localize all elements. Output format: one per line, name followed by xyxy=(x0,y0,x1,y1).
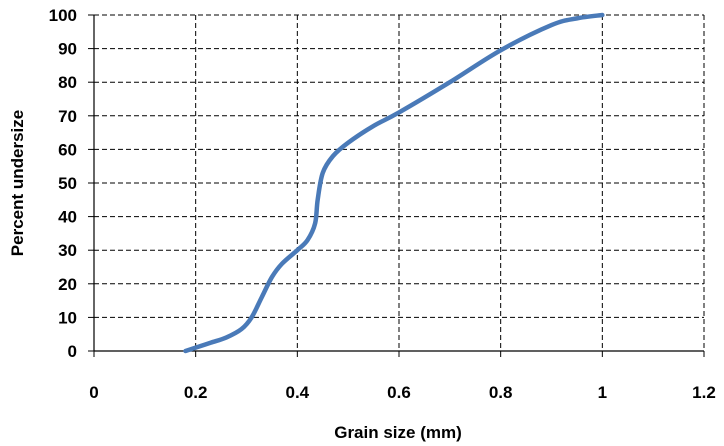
y-tick-label: 60 xyxy=(58,140,77,159)
y-tick-label: 80 xyxy=(58,73,77,92)
y-tick-label: 40 xyxy=(58,208,77,227)
axes xyxy=(88,14,705,357)
x-tick-label: 0.4 xyxy=(286,383,310,402)
y-tick-label: 50 xyxy=(58,174,77,193)
y-tick-label: 20 xyxy=(58,275,77,294)
y-axis-title: Percent undersize xyxy=(8,110,27,256)
y-tick-label: 0 xyxy=(68,342,77,361)
y-tick-label: 10 xyxy=(58,308,77,327)
x-tick-label: 0.6 xyxy=(387,383,411,402)
x-axis-title: Grain size (mm) xyxy=(334,423,462,442)
series-line xyxy=(183,12,605,354)
y-tick-labels: 0 10 20 30 40 50 60 70 80 90 100 xyxy=(49,6,77,361)
x-tick-label: 0.8 xyxy=(489,383,513,402)
x-tick-label: 0.2 xyxy=(184,383,208,402)
y-tick-label: 100 xyxy=(49,6,77,25)
series xyxy=(183,12,605,354)
x-tick-label: 0 xyxy=(89,383,98,402)
x-tick-label: 1 xyxy=(598,383,607,402)
y-tick-label: 70 xyxy=(58,107,77,126)
x-tick-label: 1.2 xyxy=(692,383,716,402)
x-tick-labels: 0 0.2 0.4 0.6 0.8 1 1.2 xyxy=(89,383,716,402)
grid xyxy=(94,14,705,351)
y-tick-label: 90 xyxy=(58,40,77,59)
y-tick-label: 30 xyxy=(58,241,77,260)
